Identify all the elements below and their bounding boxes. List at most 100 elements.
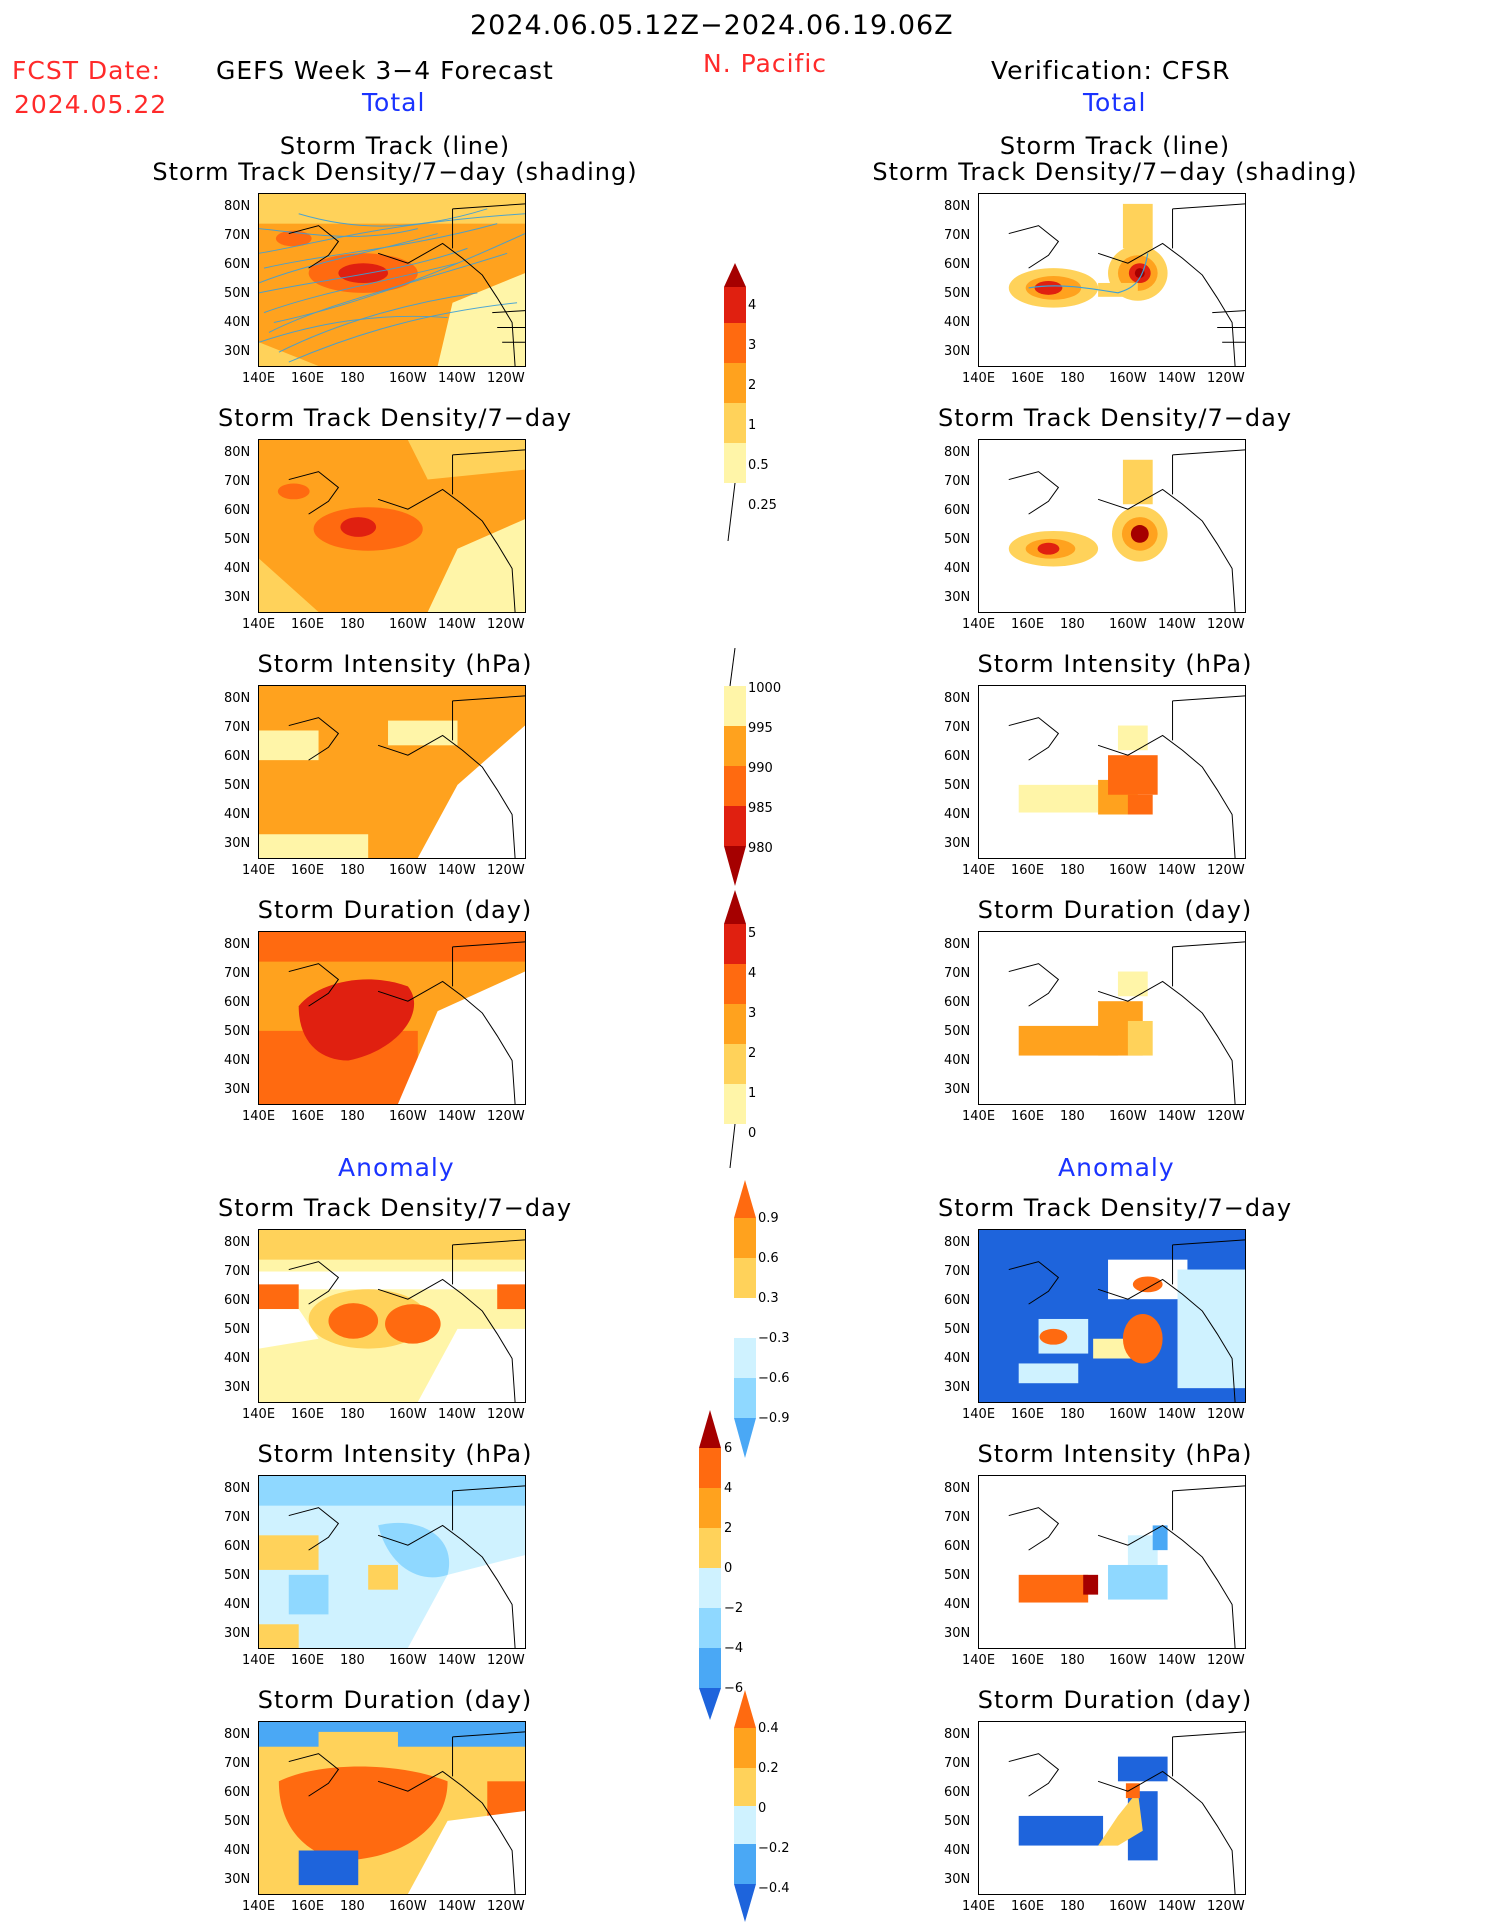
lon-label: 140W [1158, 1109, 1196, 1124]
cbar-label: 4 [748, 298, 757, 313]
lat-label: 80N [944, 445, 971, 460]
lon-label: 140E [242, 1653, 276, 1668]
lat-label: 50N [224, 286, 251, 301]
lat-label: 60N [944, 1293, 971, 1308]
cbar-label: −0.3 [758, 1331, 790, 1346]
lat-label: 70N [224, 720, 251, 735]
lat-label: 30N [224, 1626, 251, 1641]
lon-label: 180 [1060, 371, 1085, 386]
map-track-forecast [258, 193, 526, 367]
map-intensity-forecast [258, 685, 526, 859]
lon-label: 120W [487, 371, 525, 386]
lat-label: 40N [944, 1053, 971, 1068]
lon-label: 140E [962, 1899, 996, 1914]
lat-label: 30N [944, 836, 971, 851]
lat-label: 80N [224, 691, 251, 706]
lon-label: 120W [487, 1653, 525, 1668]
lon-label: 140W [1158, 371, 1196, 386]
lat-label: 40N [224, 561, 251, 576]
lat-label: 50N [224, 1024, 251, 1039]
lat-label: 80N [944, 1727, 971, 1742]
cbar-label: −0.6 [758, 1371, 790, 1386]
lon-label: 160W [1109, 1109, 1147, 1124]
lat-label: 60N [224, 503, 251, 518]
lon-label: 160W [389, 1109, 427, 1124]
anomaly-right-label: Anomaly [1058, 1153, 1175, 1182]
lat-label: 50N [944, 286, 971, 301]
lat-label: 50N [944, 1568, 971, 1583]
lon-label: 180 [1060, 1407, 1085, 1422]
lon-label: 160W [1109, 1899, 1147, 1914]
cbar-label: 0 [758, 1801, 767, 1816]
lon-label: 160E [291, 1109, 325, 1124]
lon-label: 140W [1158, 863, 1196, 878]
colorbar-duration-total [724, 890, 746, 1170]
cbar-label: 985 [748, 801, 773, 816]
lon-label: 160W [1109, 617, 1147, 632]
colorbar-intensity-anom [699, 1410, 721, 1720]
lon-label: 140W [1158, 617, 1196, 632]
lon-label: 140E [242, 1899, 276, 1914]
lat-label: 60N [224, 1785, 251, 1800]
panel-title-duration-anom-right: Storm Duration (day) [977, 1686, 1253, 1714]
lon-label: 140W [438, 1407, 476, 1422]
lat-label: 80N [224, 445, 251, 460]
lon-label: 180 [340, 1899, 365, 1914]
lon-label: 120W [1207, 1653, 1245, 1668]
lon-label: 140E [962, 1109, 996, 1124]
lon-label: 140W [438, 1899, 476, 1914]
lat-label: 50N [224, 778, 251, 793]
cbar-label: 1 [748, 418, 757, 433]
lon-label: 180 [340, 617, 365, 632]
cbar-label: 0.2 [758, 1761, 779, 1776]
lat-label: 70N [224, 1756, 251, 1771]
lon-label: 160E [291, 1899, 325, 1914]
cbar-label: −0.9 [758, 1411, 790, 1426]
lat-label: 40N [224, 1351, 251, 1366]
lat-label: 30N [944, 1380, 971, 1395]
lon-label: 160E [291, 371, 325, 386]
lon-label: 160W [1109, 1653, 1147, 1668]
lat-label: 50N [944, 1024, 971, 1039]
lon-label: 180 [1060, 863, 1085, 878]
lon-label: 160E [291, 863, 325, 878]
cbar-label: 3 [748, 338, 757, 353]
lat-label: 60N [944, 749, 971, 764]
lat-label: 40N [224, 1053, 251, 1068]
map-density-anom-verification [978, 1229, 1246, 1403]
lon-label: 180 [1060, 617, 1085, 632]
lat-label: 30N [224, 344, 251, 359]
lat-label: 40N [224, 807, 251, 822]
map-duration-anom-verification [978, 1721, 1246, 1895]
lat-label: 40N [224, 315, 251, 330]
lon-label: 160E [291, 1407, 325, 1422]
lat-label: 70N [944, 1264, 971, 1279]
cbar-label: −0.2 [758, 1841, 790, 1856]
lon-label: 120W [1207, 1109, 1245, 1124]
panel-title-track-shading-left: Storm Track Density/7−day (shading) [152, 158, 638, 186]
fcst-date-label: FCST Date: [12, 56, 162, 85]
lon-label: 160W [389, 1899, 427, 1914]
lat-label: 50N [224, 1814, 251, 1829]
verification-title: Verification: CFSR [991, 56, 1231, 85]
lon-label: 180 [1060, 1109, 1085, 1124]
cbar-label: 3 [748, 1006, 757, 1021]
lat-label: 80N [944, 691, 971, 706]
map-duration-verification [978, 931, 1246, 1105]
lon-label: 160W [389, 1653, 427, 1668]
lon-label: 160E [1011, 1899, 1045, 1914]
lon-label: 180 [340, 1407, 365, 1422]
lat-label: 80N [944, 937, 971, 952]
colorbar-intensity-total [724, 648, 746, 888]
lon-label: 120W [487, 617, 525, 632]
lat-label: 30N [944, 590, 971, 605]
lat-label: 60N [944, 995, 971, 1010]
lon-label: 140W [1158, 1899, 1196, 1914]
cbar-label: 2 [748, 1046, 757, 1061]
panel-title-density-left: Storm Track Density/7−day [217, 404, 573, 432]
cbar-label: 2 [724, 1521, 733, 1536]
fcst-date-value: 2024.05.22 [14, 90, 168, 119]
lat-label: 70N [944, 228, 971, 243]
panel-title-density-anom-left: Storm Track Density/7−day [217, 1194, 573, 1222]
lat-label: 70N [224, 966, 251, 981]
